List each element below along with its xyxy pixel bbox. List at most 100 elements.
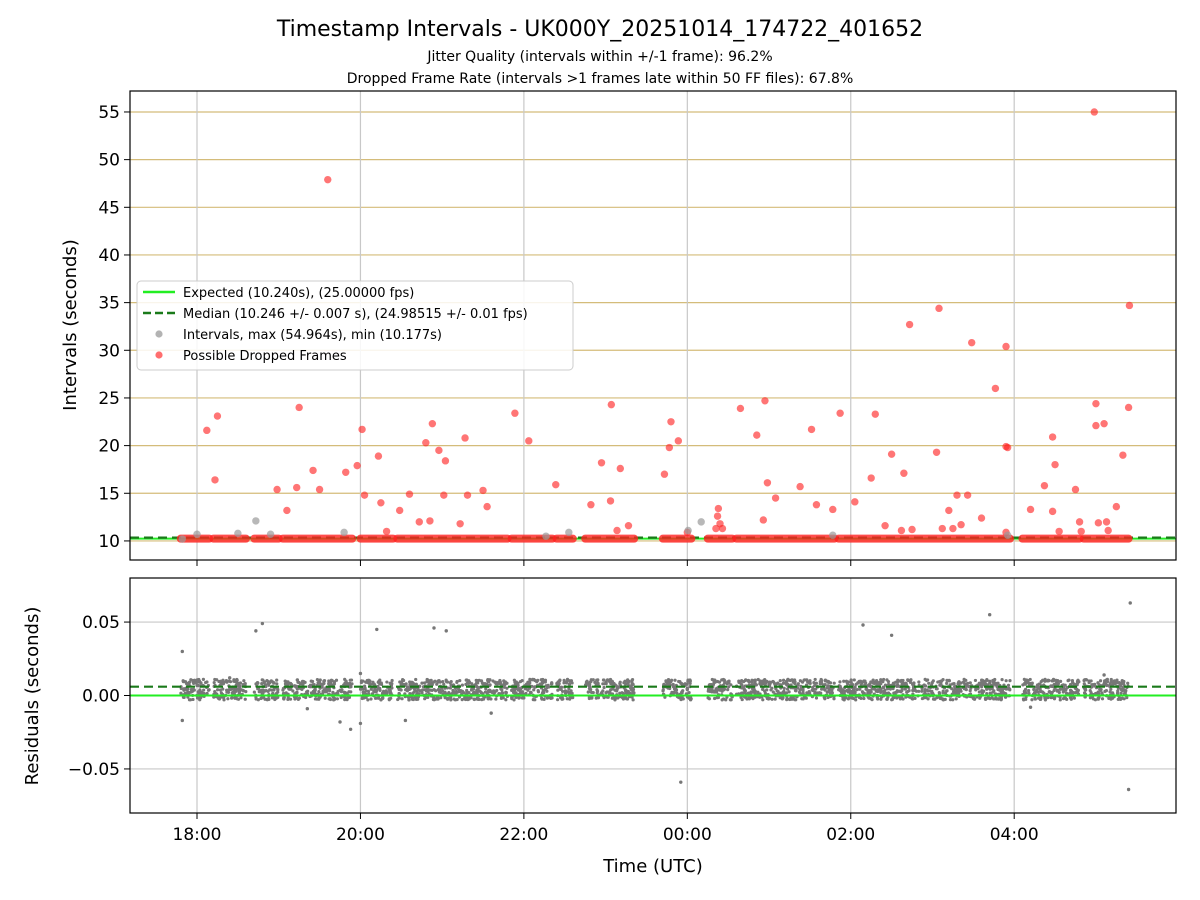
interval-point (193, 530, 201, 538)
residual-point (920, 696, 925, 701)
dropped-frame-point (1092, 421, 1100, 430)
dropped-frame-point (213, 412, 222, 420)
residual-point (951, 698, 955, 702)
residual-point (1027, 689, 1031, 693)
dropped-frame-point (624, 521, 633, 530)
residual-point (425, 680, 429, 684)
intervals-y-tick-label: 25 (98, 389, 120, 409)
residual-point (450, 691, 455, 695)
residual-point (796, 683, 800, 687)
residual-point (545, 696, 549, 700)
residual-point (787, 690, 791, 694)
residual-point (237, 690, 241, 695)
dropped-frame-point (483, 502, 491, 511)
residual-point (1069, 697, 1073, 701)
residual-point (567, 687, 571, 691)
dropped-frame-point (812, 501, 821, 509)
residual-point (750, 678, 754, 682)
residual-point (408, 691, 412, 696)
residual-point (375, 688, 379, 692)
dropped-frame-point (1102, 518, 1111, 526)
intervals-panel: 10 15 20 25 30 35 40 45 50 55 Intervals (seconds)… (60, 90, 1177, 566)
residual-point (1116, 689, 1120, 693)
residual-point (467, 697, 471, 701)
interval-point (178, 535, 186, 543)
residual-point (829, 687, 833, 691)
residual-point (199, 691, 203, 695)
residual-point (397, 687, 401, 692)
dropped-frame-point (422, 439, 430, 447)
residual-point (312, 682, 316, 687)
residual-point (707, 697, 711, 701)
residual-point (924, 684, 928, 688)
chart-title: Timestamp Intervals - UK000Y_20251014_17… (276, 17, 923, 42)
dropped-frame-point (374, 452, 383, 460)
dropped-frame-point (718, 524, 727, 533)
residual-point (230, 695, 234, 700)
dropped-frame-point (660, 470, 669, 478)
residual-point (289, 682, 294, 686)
residual-outlier (338, 720, 342, 724)
residual-point (197, 684, 201, 688)
residual-point (338, 688, 342, 692)
residual-point (1071, 691, 1075, 695)
residual-outlier (679, 780, 683, 784)
dropped-frame-point (426, 517, 434, 525)
residual-point (935, 696, 939, 700)
residual-point (472, 697, 476, 701)
residual-point (195, 678, 199, 682)
intervals-y-tick-label: 55 (98, 103, 120, 123)
x-axis-label: Time (UTC) (602, 856, 703, 877)
residual-point (316, 681, 320, 685)
residual-point (985, 687, 989, 691)
interval-point (252, 517, 260, 525)
residual-point (1032, 687, 1036, 692)
dropped-frame-point (1100, 419, 1108, 428)
residual-point (588, 680, 592, 684)
dropped-frame-point (360, 491, 369, 499)
residual-point (429, 678, 433, 683)
dropped-frame-point (613, 526, 621, 535)
residual-point (878, 687, 882, 691)
residual-point (1030, 681, 1034, 685)
intervals-y-axis-label: Intervals (seconds) (60, 239, 81, 411)
residual-point (189, 678, 193, 682)
residual-point (286, 697, 290, 701)
residual-point (502, 685, 506, 689)
residual-point (556, 698, 560, 702)
residual-point (332, 698, 336, 702)
residual-outlier (1102, 673, 1106, 677)
residual-point (322, 679, 326, 683)
residual-point (385, 691, 389, 695)
dropped-frame-point (1090, 108, 1098, 116)
intervals-y-tick-label: 30 (98, 341, 120, 361)
residual-point (1033, 697, 1037, 701)
residual-point (376, 684, 380, 689)
residual-point (1058, 687, 1062, 691)
residual-point (343, 696, 347, 700)
residual-point (369, 697, 373, 701)
dropped-frame-point (851, 498, 859, 506)
x-tick-label: 02:00 (826, 825, 875, 845)
dropped-frame-point (763, 479, 772, 487)
residual-point (959, 689, 963, 693)
residual-point (404, 682, 408, 686)
residual-point (297, 680, 301, 685)
residual-point (813, 677, 817, 682)
residual-point (740, 697, 744, 702)
residual-point (370, 692, 375, 696)
intervals-points (176, 108, 1134, 543)
residual-point (723, 681, 727, 685)
residual-point (294, 685, 298, 689)
residual-point (313, 687, 317, 692)
residual-point (295, 678, 299, 682)
residual-point (728, 698, 732, 702)
residual-point (364, 695, 368, 699)
residual-point (911, 697, 915, 701)
residual-point (437, 678, 441, 683)
residual-point (1082, 678, 1086, 683)
residual-point (407, 698, 411, 702)
residual-point (275, 678, 279, 682)
residual-point (861, 680, 865, 684)
residual-point (753, 678, 757, 682)
